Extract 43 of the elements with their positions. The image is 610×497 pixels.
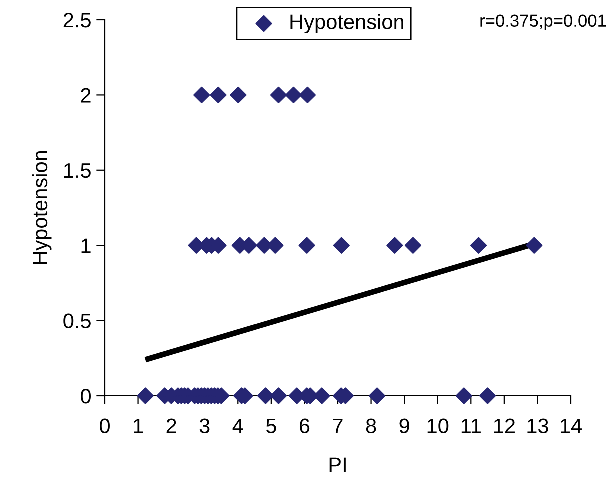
point (479, 388, 496, 404)
point (333, 237, 350, 254)
point (368, 388, 386, 404)
point (194, 86, 210, 104)
x-tick-label: 6 (300, 418, 310, 434)
point (456, 388, 472, 404)
point (404, 237, 422, 254)
x-tick-label: 4 (232, 418, 244, 434)
x-tick-label: 9 (400, 418, 410, 434)
y-tick-label: 1.5 (64, 164, 91, 178)
x-axis-title: PI (330, 458, 346, 472)
point (257, 388, 274, 404)
point (386, 237, 404, 254)
point (285, 86, 302, 104)
y-tick-label: 1 (82, 238, 91, 254)
point (210, 86, 227, 104)
point (230, 86, 247, 104)
point (470, 237, 488, 254)
annotation: r=0.375;p=0.001 (480, 14, 606, 30)
x-tick-label: 11 (462, 418, 481, 434)
y-axis-title: Hypotension (32, 151, 52, 264)
y-tick-label: 0.5 (64, 314, 91, 329)
legend-label: Hypotension (290, 14, 404, 34)
y-tick-label: 2 (81, 88, 91, 103)
point (270, 86, 288, 104)
x-tick-label: 13 (528, 418, 548, 434)
x-tick-label: 0 (100, 418, 110, 434)
x-tick-label: 10 (428, 418, 449, 434)
y-tick-label: 0 (81, 389, 91, 404)
point (270, 388, 288, 404)
x-tick-label: 12 (494, 418, 515, 434)
point (298, 237, 316, 254)
y-tick-label: 2.5 (64, 13, 91, 28)
x-tick-label: 14 (561, 418, 582, 434)
point (299, 86, 316, 104)
x-tick-label: 2 (166, 418, 176, 434)
x-tick-label: 3 (200, 418, 210, 434)
x-tick-label: 1 (134, 418, 144, 434)
point (526, 237, 543, 254)
x-tick-label: 8 (366, 418, 376, 434)
point (137, 388, 154, 404)
x-tick-label: 7 (333, 418, 343, 434)
x-tick-label: 5 (266, 418, 276, 434)
